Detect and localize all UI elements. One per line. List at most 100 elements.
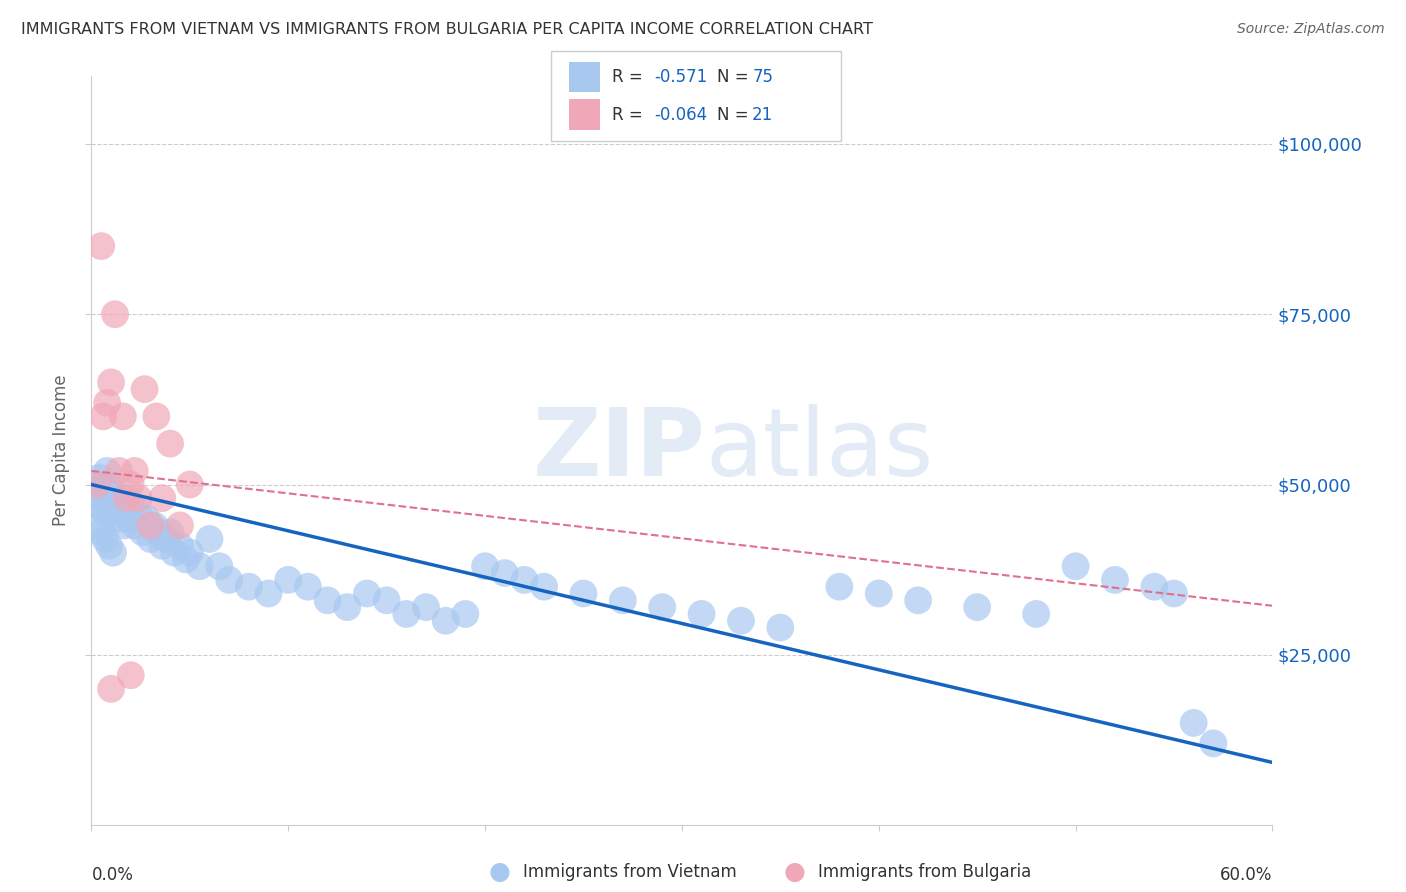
Point [90,525,112,540]
Point [135,511,157,525]
Point [150,491,173,505]
Point [169,518,191,533]
Text: -0.064: -0.064 [654,105,707,123]
Point [1104,573,1126,587]
Point [1202,736,1225,750]
Point [188,559,211,574]
Point [94,532,117,546]
Point [179,477,201,491]
Point [651,600,673,615]
Point [155,532,177,546]
Point [90,491,112,505]
Text: ●: ● [488,861,510,884]
Point [128,491,150,505]
Point [115,491,138,505]
Point [533,580,555,594]
Point [148,525,170,540]
Point [118,511,141,525]
Point [218,573,240,587]
Point [356,586,378,600]
Point [1143,580,1166,594]
Point [86,477,108,491]
Text: R =: R = [612,105,648,123]
Point [100,481,122,495]
Point [454,607,477,621]
Point [395,607,418,621]
Point [98,539,121,553]
Point [828,580,851,594]
Point [86,518,108,533]
Point [415,600,437,615]
Point [208,559,231,574]
Point [111,409,134,424]
Point [120,477,142,491]
Point [120,668,142,682]
Point [104,307,127,321]
Point [120,498,142,512]
Text: N =: N = [717,69,754,87]
Text: atlas: atlas [706,404,934,497]
Point [169,539,191,553]
Point [101,505,124,519]
Point [174,552,197,566]
Point [769,621,792,635]
Point [139,518,162,533]
Point [494,566,516,580]
Point [91,477,114,491]
Y-axis label: Per Capita Income: Per Capita Income [52,375,70,526]
Point [114,518,136,533]
Point [111,491,134,505]
Point [1064,559,1087,574]
Point [198,532,221,546]
Point [690,607,713,621]
Point [1163,586,1185,600]
Point [163,546,186,560]
Text: Immigrants from Bulgaria: Immigrants from Bulgaria [818,863,1032,881]
Text: 21: 21 [752,105,773,123]
Point [100,681,122,696]
Point [96,396,118,410]
Point [316,593,339,607]
Point [108,511,131,525]
Text: 60.0%: 60.0% [1220,866,1272,884]
Text: 0.0%: 0.0% [91,866,134,884]
Point [131,525,153,540]
Point [124,518,146,533]
Point [179,546,201,560]
Point [730,614,752,628]
Text: Immigrants from Vietnam: Immigrants from Vietnam [523,863,737,881]
Text: IMMIGRANTS FROM VIETNAM VS IMMIGRANTS FROM BULGARIA PER CAPITA INCOME CORRELATIO: IMMIGRANTS FROM VIETNAM VS IMMIGRANTS FR… [21,22,873,37]
Point [105,498,128,512]
Point [128,505,150,519]
Point [375,593,398,607]
Point [1182,715,1205,730]
Point [143,518,166,533]
Point [257,586,280,600]
Point [297,580,319,594]
Point [108,464,131,478]
Point [84,498,107,512]
Point [159,436,181,450]
Point [89,471,111,485]
Text: ZIP: ZIP [533,404,706,497]
Point [90,239,112,253]
Point [145,409,167,424]
Point [115,505,138,519]
Point [966,600,988,615]
Point [612,593,634,607]
Text: ●: ● [783,861,806,884]
Point [474,559,496,574]
Point [94,505,117,519]
Point [110,505,132,519]
Point [100,376,122,390]
Point [139,532,162,546]
Text: Source: ZipAtlas.com: Source: ZipAtlas.com [1237,22,1385,37]
Point [513,573,536,587]
Text: 75: 75 [752,69,773,87]
Text: -0.571: -0.571 [654,69,707,87]
Point [91,409,114,424]
Point [86,484,108,499]
Point [98,494,121,508]
Point [124,464,146,478]
Point [96,464,118,478]
